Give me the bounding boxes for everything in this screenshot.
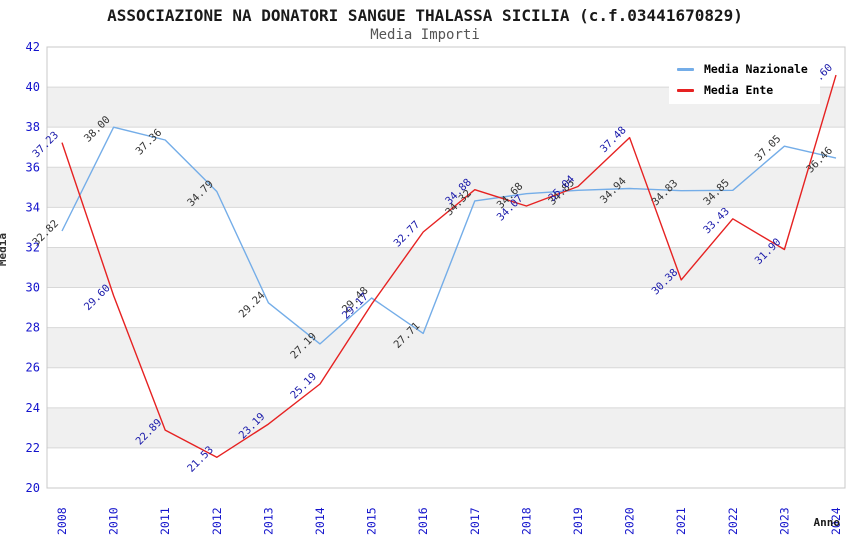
data-point-label: 33.43 bbox=[701, 205, 732, 236]
y-tick-label: 42 bbox=[26, 40, 40, 54]
y-tick-label: 22 bbox=[26, 441, 40, 455]
legend-label: Media Ente bbox=[704, 83, 774, 97]
data-point-label: 37.48 bbox=[598, 124, 629, 155]
x-tick-label: 2017 bbox=[468, 507, 482, 535]
y-tick-label: 38 bbox=[26, 120, 40, 134]
y-tick-label: 30 bbox=[26, 281, 40, 295]
chart-title: ASSOCIAZIONE NA DONATORI SANGUE THALASSA… bbox=[107, 6, 743, 25]
legend-item-media-ente: Media Ente bbox=[677, 83, 808, 97]
x-tick-label: 2022 bbox=[726, 507, 740, 535]
x-tick-label: 2018 bbox=[519, 507, 533, 535]
data-point-label: 32.82 bbox=[30, 218, 61, 249]
y-tick-label: 36 bbox=[26, 160, 40, 174]
plot-band bbox=[47, 247, 845, 288]
legend-label: Media Nazionale bbox=[704, 62, 808, 76]
x-tick-label: 2013 bbox=[261, 507, 275, 535]
x-tick-label: 2012 bbox=[210, 507, 224, 535]
data-point-label: 37.05 bbox=[753, 133, 784, 164]
plot-band bbox=[47, 327, 845, 368]
x-tick-label: 2021 bbox=[674, 507, 688, 535]
x-tick-label: 2020 bbox=[623, 507, 637, 535]
x-tick-label: 2010 bbox=[107, 507, 121, 535]
x-tick-label: 2019 bbox=[571, 507, 585, 535]
legend-line-red-icon bbox=[677, 88, 694, 92]
y-tick-label: 24 bbox=[26, 401, 40, 415]
plot-border bbox=[46, 46, 846, 489]
data-point-label: 29.24 bbox=[237, 289, 268, 320]
x-tick-label: 2023 bbox=[777, 507, 791, 535]
y-tick-label: 34 bbox=[26, 200, 40, 214]
plot-band bbox=[47, 407, 845, 448]
x-tick-label: 2014 bbox=[313, 507, 327, 535]
series-line-media-ente bbox=[61, 74, 837, 458]
x-tick-label: 2015 bbox=[365, 507, 379, 535]
x-tick-label: 2008 bbox=[55, 507, 69, 535]
legend: Media Nazionale Media Ente bbox=[669, 57, 820, 104]
chart-subtitle: Media Importi bbox=[370, 27, 480, 43]
y-tick-label: 40 bbox=[26, 80, 40, 94]
data-point-label: 37.36 bbox=[133, 127, 164, 158]
data-point-label: 32.77 bbox=[391, 219, 422, 250]
legend-line-blue-icon bbox=[677, 67, 694, 71]
y-tick-label: 26 bbox=[26, 361, 40, 375]
y-tick-label: 20 bbox=[26, 481, 40, 495]
x-tick-label: 2016 bbox=[416, 507, 430, 535]
plot-band bbox=[47, 167, 845, 208]
y-tick-label: 32 bbox=[26, 240, 40, 254]
x-axis-title: Anno bbox=[813, 516, 841, 529]
x-tick-label: 2011 bbox=[158, 507, 172, 535]
y-axis-title: Media bbox=[0, 232, 10, 267]
series-line-media-nazionale bbox=[61, 126, 837, 345]
y-tick-label: 28 bbox=[26, 321, 40, 335]
x-tick-label: 2024 bbox=[829, 507, 843, 535]
legend-item-media-nazionale: Media Nazionale bbox=[677, 62, 808, 76]
